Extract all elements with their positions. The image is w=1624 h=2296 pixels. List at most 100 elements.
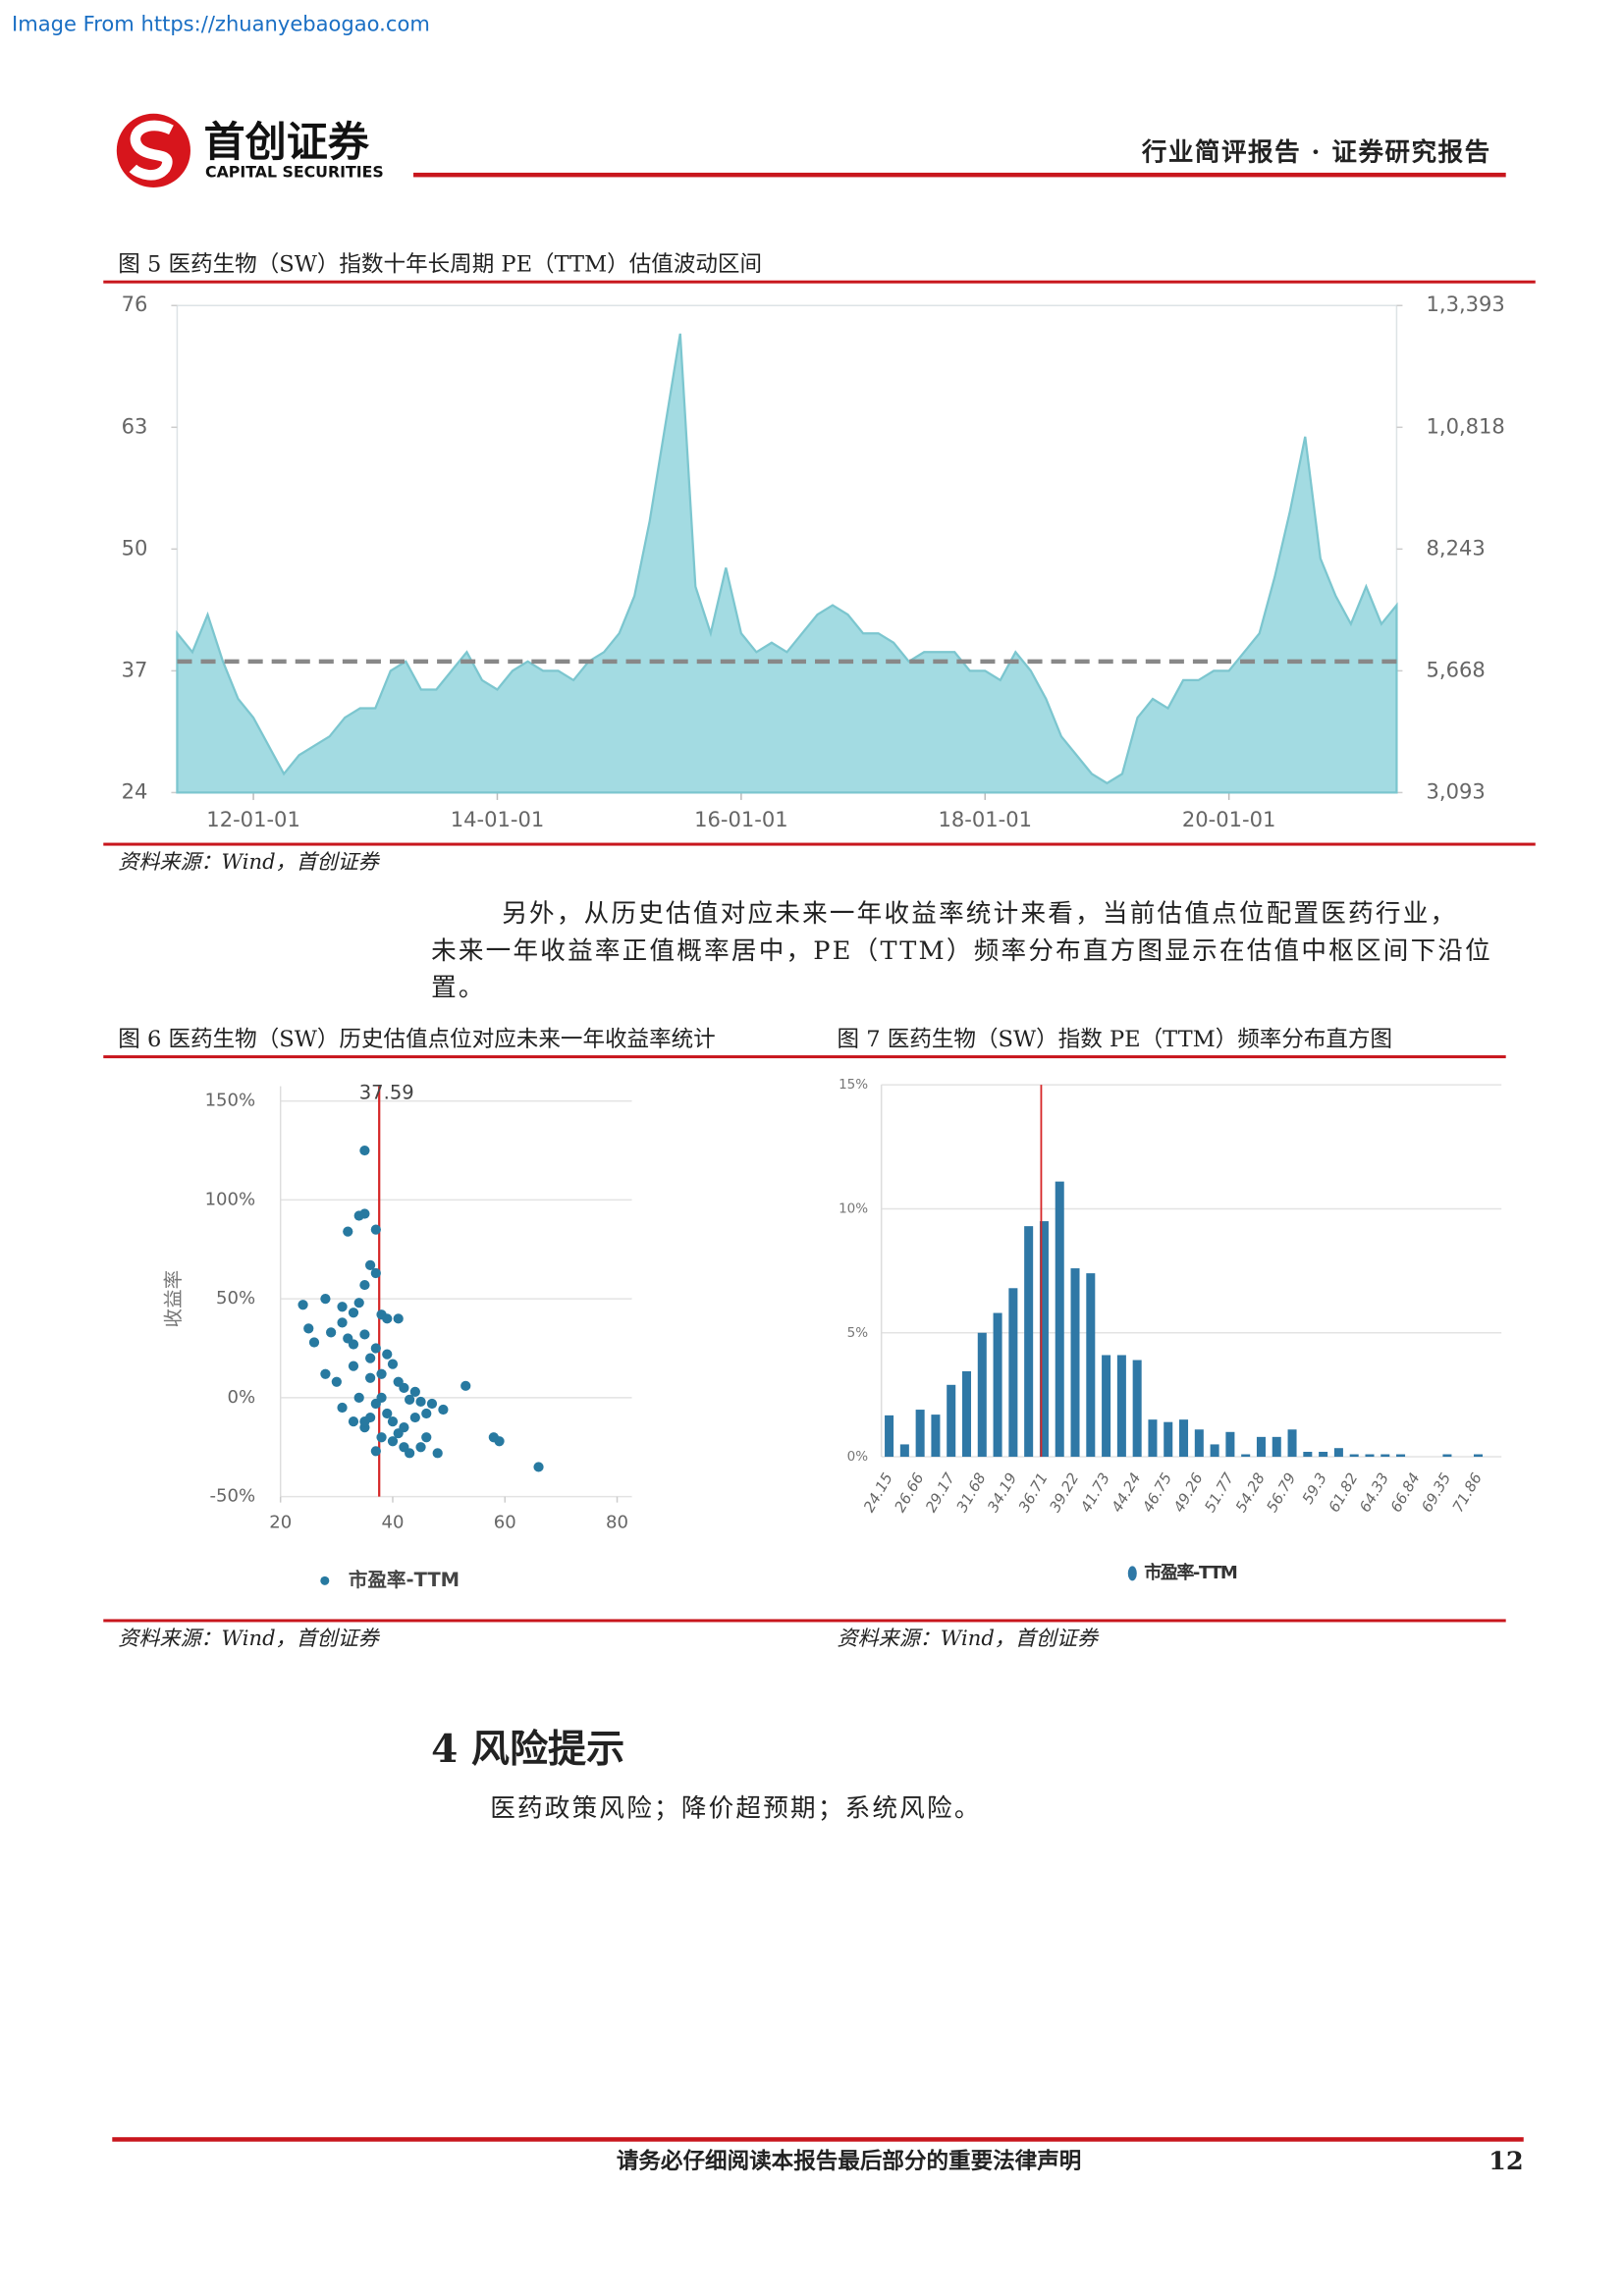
x-tick-label: 40 [382, 1513, 405, 1533]
bar [1008, 1288, 1018, 1458]
point [359, 1208, 370, 1219]
bar [947, 1384, 956, 1458]
point [337, 1402, 348, 1414]
point [426, 1398, 438, 1410]
point [343, 1226, 353, 1237]
point [348, 1361, 359, 1371]
legend-swatch [1127, 1566, 1137, 1581]
point [399, 1382, 409, 1393]
x-tick-label: 20-01-01 [1182, 807, 1276, 831]
footer-notice: 请务必仔细阅读本报告最后部分的重要法律声明 [617, 2148, 1081, 2174]
figure-title: 图 5 医药生物（SW）指数十年长周期 PE（TTM）估值波动区间 [118, 252, 762, 278]
bar [1225, 1431, 1235, 1458]
x-tick-label: 14-01-01 [451, 807, 545, 831]
bar [899, 1444, 909, 1458]
y-tick-label: 150% [205, 1091, 256, 1111]
x-tick-label: 71.86 [1449, 1469, 1486, 1515]
figure-title: 图 7 医药生物（SW）指数 PE（TTM）频率分布直方图 [838, 1027, 1393, 1052]
paragraph-line: 另外，从历史估值对应未来一年收益率统计来看，当前估值点位配置医药行业， [502, 899, 1457, 929]
header-rule [413, 172, 1506, 178]
point [438, 1404, 449, 1415]
legend-swatch [320, 1575, 330, 1585]
point [359, 1329, 370, 1340]
y-tick-label: 76 [122, 292, 148, 316]
x-tick-label: 59.3 [1299, 1469, 1330, 1507]
image-source: Image From https://zhuanyebaogao.com [12, 12, 430, 36]
bar [915, 1410, 925, 1458]
point [405, 1394, 415, 1406]
bar [1102, 1355, 1111, 1458]
y2-tick-label: 8,243 [1426, 535, 1485, 560]
point [359, 1415, 370, 1427]
x-tick-label: 44.24 [1108, 1469, 1144, 1515]
point [365, 1259, 376, 1271]
x-tick-label: 31.68 [953, 1469, 990, 1515]
y2-tick-label: 1,0,818 [1426, 413, 1504, 438]
bar [885, 1415, 894, 1458]
x-tick-label: 18-01-01 [938, 807, 1032, 831]
y2-tick-label: 1,3,393 [1426, 292, 1504, 316]
legend-label: 市盈率-TTM [349, 1569, 460, 1591]
legend-label: 市盈率-TTM [1144, 1562, 1237, 1583]
bar [1148, 1419, 1158, 1458]
x-tick-label: 46.75 [1139, 1469, 1175, 1515]
point [370, 1446, 381, 1457]
point [308, 1337, 320, 1348]
paragraph-line: 置。 [431, 973, 486, 1002]
y-tick-label: 50 [122, 535, 148, 560]
point [348, 1339, 359, 1350]
point [393, 1313, 404, 1324]
point [353, 1392, 364, 1404]
point [387, 1415, 399, 1427]
bar [1272, 1436, 1281, 1458]
x-tick-label: 41.73 [1077, 1469, 1113, 1515]
point [376, 1392, 387, 1404]
bar [1132, 1360, 1142, 1458]
logo-en: CAPITAL SECURITIES [205, 162, 384, 181]
point [331, 1376, 342, 1387]
y-tick-label: -50% [210, 1486, 256, 1507]
point [320, 1294, 331, 1305]
figure-source: 资料来源：Wind，首创证券 [118, 849, 380, 874]
y-axis-label: 收益率 [162, 1270, 185, 1328]
x-tick-label: 80 [606, 1513, 628, 1533]
point [353, 1298, 364, 1308]
figure-rule [103, 1055, 1506, 1059]
point [421, 1408, 432, 1419]
x-tick-label: 66.84 [1387, 1469, 1424, 1515]
x-tick-label: 34.19 [984, 1469, 1020, 1515]
bar [1194, 1429, 1204, 1458]
logo-cn: 首创证券 [204, 118, 370, 166]
y-tick-label: 63 [122, 413, 148, 438]
paragraph-line: 未来一年收益率正值概率居中，PE（TTM）频率分布直方图显示在估值中枢区间下沿位 [431, 936, 1492, 966]
footer-rule [112, 2137, 1524, 2142]
bar [1070, 1268, 1080, 1458]
logo-s [129, 120, 174, 181]
bar [1287, 1429, 1297, 1458]
bar [1086, 1273, 1096, 1458]
y-tick-label: 5% [847, 1325, 869, 1341]
point [370, 1343, 381, 1354]
point [387, 1359, 399, 1369]
point [359, 1279, 370, 1291]
point [415, 1442, 426, 1453]
bar [1442, 1454, 1452, 1458]
x-tick-label: 12-01-01 [206, 807, 300, 831]
section-text: 医药政策风险；降价超预期；系统风险。 [490, 1793, 981, 1823]
point [337, 1317, 348, 1328]
bar [1164, 1421, 1173, 1458]
y-tick-label: 10% [839, 1201, 868, 1216]
point [303, 1323, 314, 1334]
point [365, 1353, 376, 1363]
point [326, 1327, 337, 1338]
bar [1473, 1454, 1484, 1458]
x-tick-label: 49.26 [1170, 1469, 1207, 1515]
x-tick-label: 61.82 [1325, 1469, 1361, 1515]
x-tick-label: 54.28 [1232, 1469, 1269, 1515]
bar [1241, 1454, 1251, 1458]
point [387, 1436, 399, 1447]
x-tick-label: 16-01-01 [694, 807, 788, 831]
point [432, 1448, 443, 1459]
